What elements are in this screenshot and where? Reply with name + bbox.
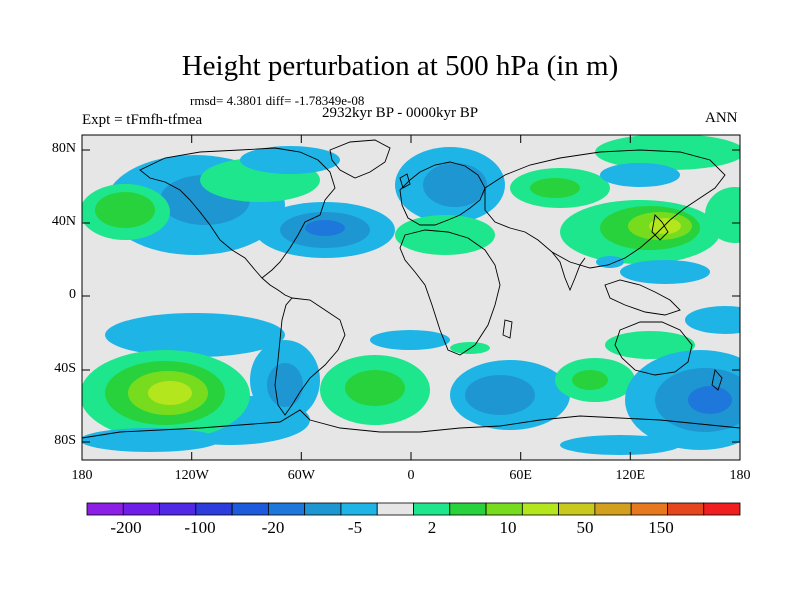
lon-tick-label: 120E — [615, 468, 646, 483]
colorbar-label: 50 — [576, 518, 594, 537]
map-title: Height perturbation at 500 hPa (in m) — [181, 50, 619, 82]
colorbar-swatch — [195, 502, 233, 516]
colorbar-swatch — [86, 502, 124, 516]
coast-japan — [651, 214, 669, 241]
contour-s-pacific-blue — [105, 313, 285, 357]
lat-tick-label: 40N — [51, 214, 76, 229]
contour-australia-green — [605, 331, 695, 359]
colorbar-label: -5 — [347, 518, 363, 537]
colorbar-swatch — [667, 502, 705, 516]
contour-antarctic-blue — [82, 428, 220, 452]
coast-asia — [484, 149, 726, 269]
coast-africa — [399, 229, 501, 356]
coast-british-isles — [399, 173, 411, 189]
colorbar-label: -100 — [184, 518, 216, 537]
coast-north-america — [139, 147, 336, 279]
contour-asia-green-inner — [530, 178, 580, 198]
contour-e-pacific-green — [705, 187, 740, 243]
contour-siberia-blue — [600, 163, 680, 187]
contour-s-atlantic-green-inner — [345, 370, 405, 406]
contour-n-pacific-green-inner — [95, 192, 155, 228]
colorbar-swatch — [558, 502, 596, 516]
lon-tick-label: 120W — [174, 468, 209, 483]
contour-antarctic-blue-2 — [560, 435, 680, 455]
contour-w-pacific-blue — [620, 260, 710, 284]
contour-s-pacific-yellow — [148, 381, 192, 405]
lon-tick-label: 60W — [287, 468, 315, 483]
contour-n-america-blue — [240, 146, 340, 174]
lat-tick-label: 80S — [54, 433, 76, 448]
lat-tick-label: 0 — [69, 287, 76, 302]
colorbar-swatch — [521, 502, 560, 516]
contour-fields — [82, 135, 740, 455]
lon-tick-label: 0 — [407, 468, 415, 483]
colorbar-label: 10 — [499, 518, 517, 537]
colorbar-swatch — [630, 502, 668, 516]
contour-japan-core — [649, 218, 681, 234]
colorbar-swatch — [304, 502, 342, 516]
season-label: ANN — [705, 110, 738, 126]
coast-europe — [399, 161, 486, 226]
contour-small-blue-1 — [596, 256, 624, 268]
colorbar-swatch — [449, 502, 487, 516]
coast-australia — [614, 321, 693, 376]
period-label: 2932kyr BP - 0000kyr BP — [321, 105, 479, 121]
colorbar-label: -200 — [110, 518, 142, 537]
colorbar-swatch — [703, 502, 741, 516]
lat-tick-marks — [82, 149, 740, 443]
contour-s-indian-green-inner — [572, 370, 608, 390]
lat-tick-label: 40S — [54, 361, 76, 376]
lon-tick-label: 60E — [509, 468, 532, 483]
experiment-label: Expt = tFmfh-tfmea — [82, 112, 203, 128]
colorbar-swatch — [231, 502, 269, 516]
colorbar-swatch — [376, 502, 414, 516]
coastlines — [82, 139, 740, 439]
coast-new-zealand — [711, 369, 723, 391]
colorbar-swatch — [340, 502, 378, 516]
colorbar-swatch — [413, 502, 451, 516]
colorbar-swatch — [485, 502, 523, 516]
rmsd-diff-stats: rmsd= 4.3801 diff= -1.78349e-08 — [190, 93, 365, 108]
colorbar-label: 150 — [648, 518, 674, 537]
contour-s-atlantic-blue — [370, 330, 450, 350]
colorbar-swatch — [267, 502, 306, 516]
colorbar-swatch — [122, 502, 160, 516]
colorbar-swatch — [159, 502, 197, 516]
coast-central-america — [261, 277, 293, 299]
contour-sw-pacific-blue-core — [688, 386, 732, 414]
lon-tick-label: 180 — [71, 468, 93, 483]
coast-antarctica — [82, 409, 740, 439]
colorbar-swatch — [594, 502, 632, 516]
lon-tick-label: 180 — [729, 468, 751, 483]
coast-greenland — [329, 139, 391, 179]
contour-se-pacific-blue — [685, 306, 740, 334]
contour-arctic-green — [595, 135, 740, 170]
coast-se-asia — [604, 279, 681, 316]
contour-europe-blue-inner — [423, 163, 487, 207]
coast-south-america — [274, 297, 346, 416]
colorbar — [86, 502, 741, 516]
colorbar-label: -20 — [261, 518, 285, 537]
contour-s-indian-blue-inner — [465, 375, 535, 415]
contour-s-america-blue-inner — [267, 363, 303, 407]
contour-n-atlantic-blue-core — [305, 220, 345, 236]
coast-madagascar — [502, 319, 513, 339]
lat-tick-label: 80N — [51, 141, 76, 156]
coast-india — [551, 251, 586, 292]
lon-tick-marks — [81, 135, 741, 460]
colorbar-label: 2 — [427, 518, 437, 537]
